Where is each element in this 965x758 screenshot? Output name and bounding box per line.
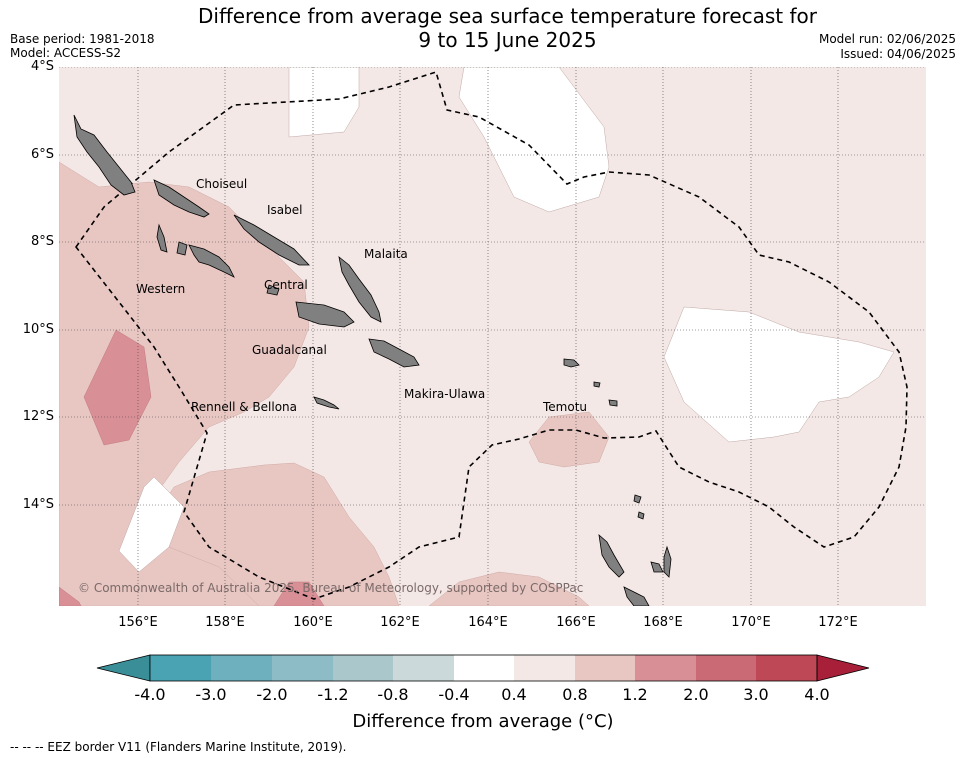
island-choiseul (73, 114, 136, 196)
anomaly-zone-neutral-northeast (458, 67, 610, 213)
colorbar-tick-3: -2.0 (256, 685, 288, 704)
island-small-1 (633, 494, 642, 504)
colorbar-swatch-1 (150, 655, 211, 681)
label-western: Western (136, 282, 186, 296)
anomaly-zone-0.8-1.2-temotu (528, 411, 610, 468)
label-central: Central (264, 278, 308, 292)
colorbar-frame (149, 654, 818, 682)
colorbar-swatch-5 (393, 655, 454, 681)
island-western-a (156, 223, 168, 253)
colorbar-tick-8: 0.8 (562, 685, 588, 704)
label-choiseul: Choiseul (196, 177, 248, 191)
island-western-c (176, 241, 188, 256)
lat-label-4s: 4°S (30, 59, 54, 74)
lon-label-170e: 170°E (731, 615, 771, 630)
colorbar-tick-10: 2.0 (683, 685, 709, 704)
colorbar-arrow-min (96, 654, 151, 682)
colorbar-tick-9: 1.2 (622, 685, 648, 704)
colorbar-tick-12: 4.0 (804, 685, 830, 704)
island-rennell (313, 396, 340, 410)
label-rennell-bellona: Rennell & Bellona (191, 400, 298, 414)
colorbar-tick-2: -3.0 (195, 685, 227, 704)
island-central (266, 284, 280, 296)
anomaly-zone-0.8-1.2-south-east (428, 571, 590, 606)
graticule (59, 67, 926, 606)
island-temotu-c (608, 399, 618, 407)
colorbar-tick-11: 3.0 (743, 685, 769, 704)
anomaly-zone-neutral-south (118, 476, 185, 573)
model-name: Model: ACCESS-S2 (10, 46, 122, 60)
lat-label-12s: 12°S (22, 409, 54, 424)
colorbar-arrow-max (816, 654, 870, 682)
lon-label-168e: 168°E (643, 615, 683, 630)
anomaly-zone-neutral-north (288, 67, 360, 138)
anomaly-zone-1.2-2.0-west (83, 329, 152, 446)
lon-label-158e: 158°E (205, 615, 245, 630)
label-makira-ulawa: Makira-Ulawa (404, 387, 486, 401)
colorbar-swatch-9 (635, 655, 696, 681)
colorbar-tick-7: 0.4 (501, 685, 527, 704)
island-vanuatu-a (598, 533, 625, 578)
colorbar-tick-4: -1.2 (317, 685, 349, 704)
anomaly-zone-0.8-1.2-south (153, 462, 400, 606)
island-vanuatu-d (663, 545, 672, 578)
island-guadalcanal (295, 301, 355, 328)
label-malaita: Malaita (364, 247, 408, 261)
eez-legend-note: -- -- -- EEZ border V11 (Flanders Marine… (10, 740, 347, 754)
island-western-b (188, 244, 235, 278)
lat-label-6s: 6°S (30, 147, 54, 162)
island-isabel (153, 179, 210, 218)
colorbar-swatch-8 (575, 655, 635, 681)
colorbar-swatch-3 (272, 655, 333, 681)
copyright-notice: © Commonwealth of Australia 2025, Bureau… (78, 581, 584, 595)
eez-border (75, 70, 908, 600)
lon-label-162e: 162°E (380, 615, 420, 630)
chart-title-line2: 9 to 15 June 2025 (418, 28, 597, 52)
lat-label-8s: 8°S (30, 234, 54, 249)
colorbar-swatch-10 (696, 655, 756, 681)
colorbar-tick-1: -4.0 (134, 685, 166, 704)
lon-label-166e: 166°E (556, 615, 596, 630)
lat-label-14s: 14°S (22, 497, 54, 512)
island-makira (368, 338, 420, 368)
colorbar-swatch-7 (514, 655, 575, 681)
model-run: Model run: 02/06/2025 (818, 32, 956, 46)
sst-anomaly-map (59, 67, 926, 606)
island-temotu-a (563, 358, 580, 368)
base-period: Base period: 1981-2018 (10, 32, 155, 46)
island-small-2 (637, 511, 645, 520)
chart-title-line1: Difference from average sea surface temp… (197, 4, 817, 28)
label-temotu: Temotu (543, 400, 588, 414)
colorbar-swatch-2 (211, 655, 272, 681)
anomaly-zone-1.2-2.0-corner (59, 586, 82, 606)
colorbar-tick-6: -0.4 (438, 685, 470, 704)
anomaly-zone-neutral-east (663, 306, 895, 443)
island-malaita (338, 256, 382, 323)
map-canvas (59, 67, 926, 606)
lat-label-10s: 10°S (22, 322, 54, 337)
island-isabel-main (233, 214, 310, 266)
colorbar-swatch-11 (756, 655, 817, 681)
colorbar-swatch-4 (333, 655, 393, 681)
lon-label-160e: 160°E (293, 615, 333, 630)
colorbar-title: Difference from average (°C) (352, 711, 614, 732)
label-isabel: Isabel (267, 203, 303, 217)
island-vanuatu-c (650, 561, 664, 573)
label-guadalcanal: Guadalcanal (252, 343, 327, 357)
lon-label-164e: 164°E (468, 615, 508, 630)
colorbar-swatch-6 (454, 655, 514, 681)
island-temotu-b (593, 381, 601, 388)
island-vanuatu-b (623, 586, 650, 606)
colorbar (96, 654, 870, 682)
lon-label-172e: 172°E (818, 615, 858, 630)
land-masses (73, 114, 672, 606)
lon-label-156e: 156°E (118, 615, 158, 630)
colorbar-tick-5: -0.8 (377, 685, 409, 704)
issued-date: Issued: 04/06/2025 (840, 47, 956, 61)
